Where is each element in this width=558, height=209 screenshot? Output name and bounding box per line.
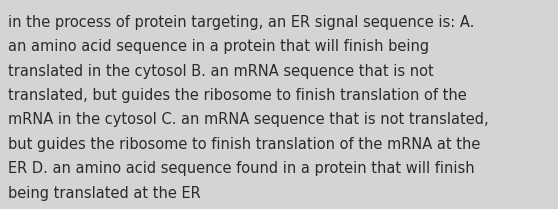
Text: translated in the cytosol B. an mRNA sequence that is not: translated in the cytosol B. an mRNA seq… [8,64,434,79]
Text: being translated at the ER: being translated at the ER [8,186,201,201]
Text: an amino acid sequence in a protein that will finish being: an amino acid sequence in a protein that… [8,39,430,54]
Text: translated, but guides the ribosome to finish translation of the: translated, but guides the ribosome to f… [8,88,467,103]
Text: in the process of protein targeting, an ER signal sequence is: A.: in the process of protein targeting, an … [8,15,475,30]
Text: but guides the ribosome to finish translation of the mRNA at the: but guides the ribosome to finish transl… [8,137,481,152]
Text: mRNA in the cytosol C. an mRNA sequence that is not translated,: mRNA in the cytosol C. an mRNA sequence … [8,112,489,127]
Text: ER D. an amino acid sequence found in a protein that will finish: ER D. an amino acid sequence found in a … [8,161,475,176]
